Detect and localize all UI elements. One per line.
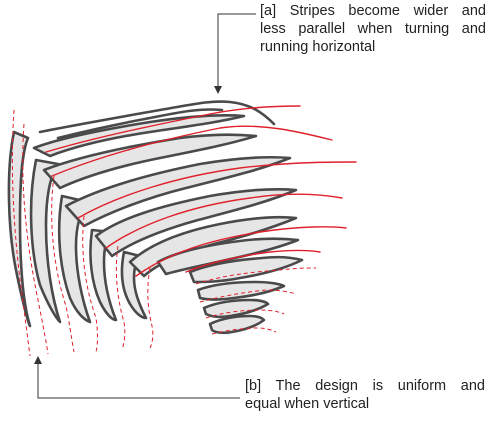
leader-b xyxy=(34,356,240,399)
vertical-stripe-2 xyxy=(29,158,62,324)
direction-line-1 xyxy=(45,105,301,153)
annotation-b: [b] The design is uniform and equal when… xyxy=(245,377,485,413)
annotation-a-line-3: running horizontal xyxy=(260,39,376,55)
horizontal-stripe-5 xyxy=(208,314,266,335)
direction-line-5 xyxy=(135,226,347,277)
vertical-stripe-1 xyxy=(7,130,32,328)
vertical-stripe-3 xyxy=(57,194,92,324)
horizontal-stripe-2 xyxy=(188,255,304,284)
annotation-a-line-2: less parallel when turning and xyxy=(260,21,486,37)
annotation-a: [a] Stripes become wider and less parall… xyxy=(260,2,486,56)
top-rim-inner xyxy=(56,108,224,140)
dashed-vertical-2 xyxy=(22,123,49,355)
turning-stripe-2 xyxy=(42,133,258,190)
dashed-horizontal-1 xyxy=(195,267,317,285)
annotation-a-line-1: [a] Stripes become wider and xyxy=(260,3,486,19)
turning-stripe-4 xyxy=(94,187,298,258)
dashed-horizontal-3 xyxy=(205,309,285,319)
direction-line-6 xyxy=(185,249,321,273)
horizontal-stripe-3 xyxy=(196,280,286,301)
annotation-b-line-1: [b] The design is uniform and xyxy=(245,378,485,394)
annotation-b-line-2: equal when vertical xyxy=(245,396,370,412)
dashed-vertical-6 xyxy=(147,267,154,349)
top-rim-outline xyxy=(38,100,276,134)
dashed-horizontal-4 xyxy=(211,327,277,335)
dashed-vertical-3 xyxy=(51,175,75,353)
leader-a xyxy=(214,13,256,94)
dashed-vertical-4 xyxy=(82,215,98,353)
dashed-vertical-5 xyxy=(115,245,126,351)
horizontal-stripe-4 xyxy=(202,298,270,319)
horizontal-stripe-1 xyxy=(156,237,300,276)
dashed-vertical-1 xyxy=(11,109,31,357)
turning-stripe-1 xyxy=(32,113,246,158)
direction-line-2 xyxy=(51,125,333,177)
turning-stripe-3 xyxy=(64,155,292,228)
direction-line-4 xyxy=(105,193,343,249)
direction-line-3 xyxy=(77,161,357,219)
